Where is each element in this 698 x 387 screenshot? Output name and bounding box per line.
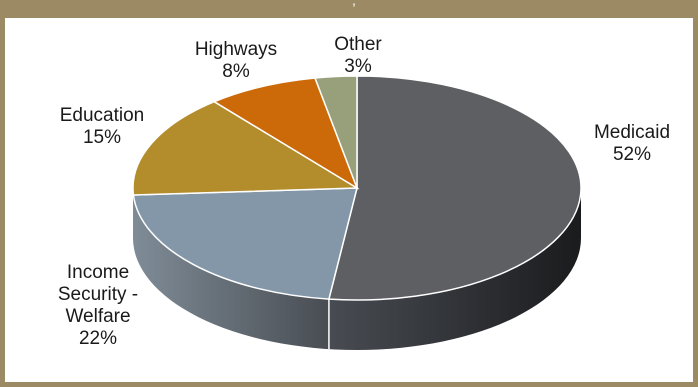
pie-chart: Medicaid 52% Income Security -Welfare 22% Edu…: [58, 34, 670, 350]
title-bar-text: ,: [352, 0, 356, 8]
pie-slice-income-security-welfare[interactable]: [132, 187, 358, 300]
slice-label-line: 22%: [79, 328, 117, 349]
slice-label-line: 3%: [344, 56, 372, 77]
slice-label-income-security-welfare: Income Security -Welfare 22%: [58, 262, 138, 349]
pie-slice-highways[interactable]: [212, 77, 359, 190]
slice-label-line: Security -: [58, 284, 138, 305]
title-bar: ,: [5, 0, 698, 18]
slice-label-highways: Highways 8%: [195, 39, 277, 82]
slice-label-other: Other 3%: [334, 34, 382, 77]
slice-label-line: Welfare: [65, 306, 130, 327]
pie-slice-medicaid[interactable]: [327, 75, 582, 301]
pie-side-wall: [133, 188, 581, 350]
slice-label-line: Other: [334, 34, 382, 55]
slice-label-education: Education 15%: [60, 105, 145, 148]
pie-slice-education[interactable]: [132, 100, 360, 196]
slice-label-line: 52%: [613, 144, 651, 165]
slice-label-line: 15%: [83, 127, 121, 148]
slice-label-line: 8%: [222, 61, 250, 82]
pie-slice-other[interactable]: [313, 75, 358, 189]
slice-label-line: Medicaid: [594, 122, 670, 143]
slice-label-line: Income: [67, 262, 129, 283]
slice-label-line: Education: [60, 105, 145, 126]
slice-label-medicaid: Medicaid 52%: [594, 122, 670, 165]
slice-label-line: Highways: [195, 39, 277, 60]
